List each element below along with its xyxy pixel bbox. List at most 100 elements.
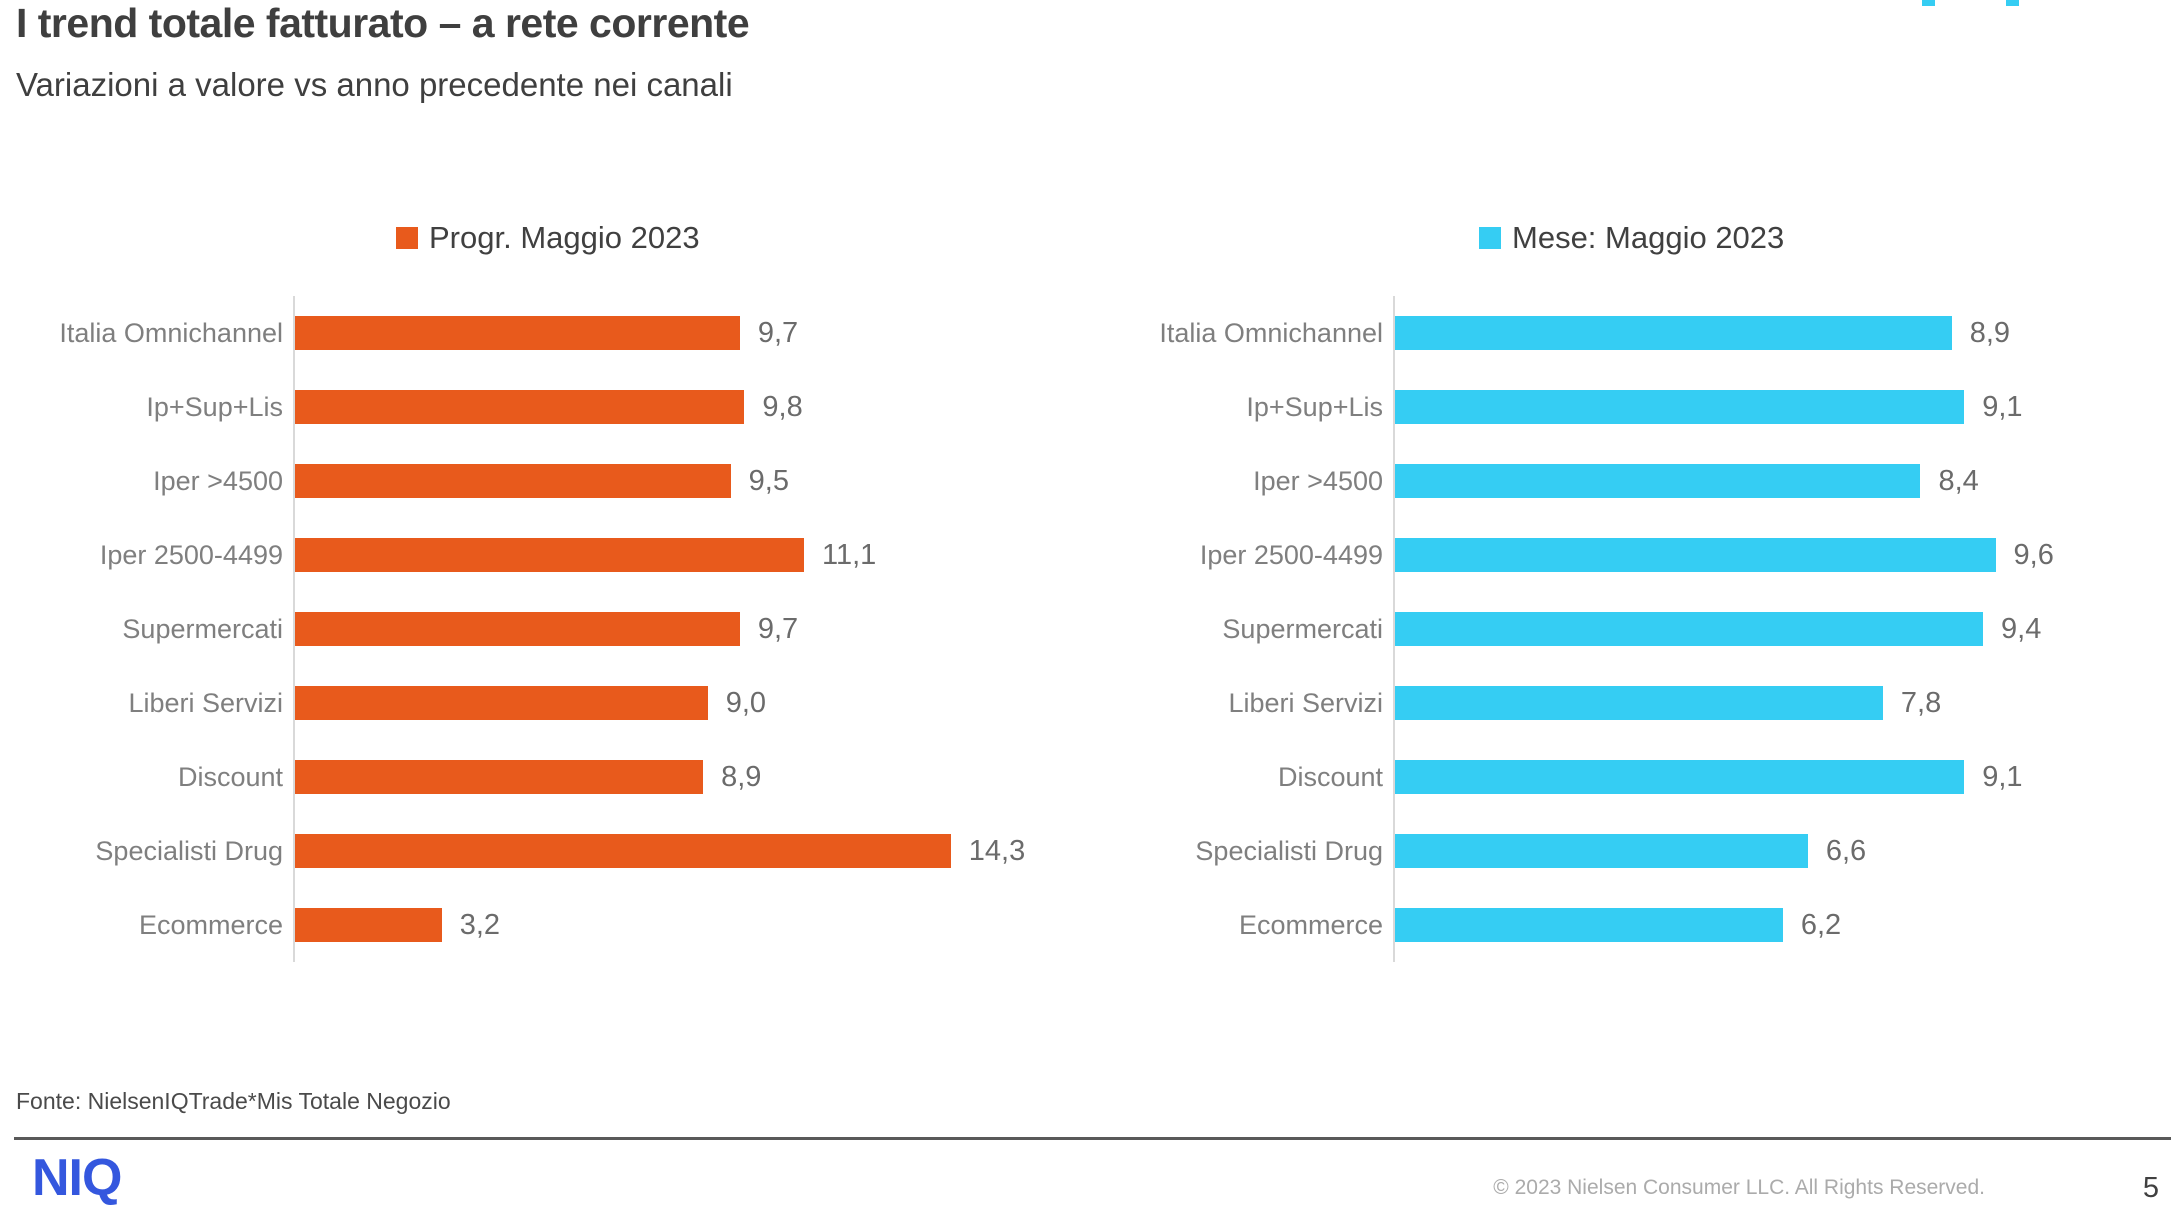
bar-cell: 11,1	[293, 518, 1070, 592]
bar	[295, 316, 740, 350]
category-label: Supermercati	[1222, 613, 1383, 644]
value-label: 7,8	[1900, 686, 1942, 719]
chart-row: Supermercati 9,7	[30, 592, 1070, 666]
chart-row: Specialisti Drug 14,3	[30, 814, 1070, 888]
chart-row: Iper 2500-4499 9,6	[1130, 518, 2105, 592]
category-label: Iper 2500-4499	[1199, 539, 1383, 570]
chart-row: Ecommerce 3,2	[30, 888, 1070, 962]
category-label: Italia Omnichannel	[1159, 317, 1383, 348]
chart-row: Liberi Servizi 9,0	[30, 666, 1070, 740]
bar	[1395, 464, 1921, 498]
bar-cell: 9,7	[293, 296, 1070, 370]
bar-cell: 8,9	[293, 740, 1070, 814]
chart-row: Iper 2500-4499 11,1	[30, 518, 1070, 592]
bar	[1395, 538, 1996, 572]
chart-row: Iper >4500 9,5	[30, 444, 1070, 518]
bar	[295, 538, 805, 572]
value-label: 8,4	[1938, 464, 1979, 497]
source-note: Fonte: NielsenIQTrade*Mis Totale Negozio	[16, 1088, 451, 1114]
legend-swatch-cyan-icon	[1479, 227, 1501, 249]
page-number: 5	[2142, 1172, 2159, 1204]
value-label: 9,1	[1982, 390, 2023, 423]
bar-chart-progr-maggio: Italia Omnichannel 9,7 Ip+Sup+Lis 9,8 Iper >…	[30, 296, 1070, 962]
value-label: 9,6	[2013, 538, 2054, 571]
category-label: Italia Omnichannel	[59, 317, 283, 348]
chart-row: Discount 8,9	[30, 740, 1070, 814]
chart-row: Ip+Sup+Lis 9,8	[30, 370, 1070, 444]
legend-label: Progr. Maggio 2023	[429, 220, 700, 255]
bar-cell: 9,1	[1393, 370, 2105, 444]
bar	[1395, 760, 1965, 794]
copyright-text: © 2023 Nielsen Consumer LLC. All Rights …	[1493, 1176, 1985, 1199]
chart-row: Ip+Sup+Lis 9,1	[1130, 370, 2105, 444]
value-label: 9,7	[757, 316, 799, 349]
value-label: 6,6	[1825, 834, 1867, 867]
category-label: Discount	[1277, 761, 1383, 792]
category-label: Discount	[177, 761, 283, 792]
chart-row: Italia Omnichannel 8,9	[1130, 296, 2105, 370]
category-label: Ecommerce	[1238, 909, 1383, 940]
footer-divider	[14, 1137, 2171, 1140]
clipped-header-fragment-icon	[2006, 0, 2019, 6]
legend-progr-maggio: Progr. Maggio 2023	[396, 220, 700, 256]
bar	[295, 612, 740, 646]
bar-cell: 8,9	[1393, 296, 2105, 370]
bar-cell: 9,6	[1393, 518, 2105, 592]
bar-cell: 9,4	[1393, 592, 2105, 666]
chart-row: Ecommerce 6,2	[1130, 888, 2105, 962]
category-label: Supermercati	[122, 613, 283, 644]
value-label: 6,2	[1800, 908, 1842, 941]
clipped-header-fragment-icon	[1922, 0, 1935, 6]
bar-cell: 9,0	[293, 666, 1070, 740]
bar	[1395, 908, 1783, 942]
bar-cell: 8,4	[1393, 444, 2105, 518]
chart-row: Iper >4500 8,4	[1130, 444, 2105, 518]
chart-row: Specialisti Drug 6,6	[1130, 814, 2105, 888]
bar	[295, 686, 708, 720]
bar	[1395, 834, 1808, 868]
chart-row: Discount 9,1	[1130, 740, 2105, 814]
bar	[1395, 390, 1965, 424]
category-label: Specialisti Drug	[1195, 835, 1383, 866]
category-label: Ip+Sup+Lis	[1246, 391, 1383, 422]
bar-cell: 14,3	[293, 814, 1070, 888]
value-label: 9,1	[1982, 760, 2023, 793]
legend-swatch-orange-icon	[396, 227, 418, 249]
chart-row: Liberi Servizi 7,8	[1130, 666, 2105, 740]
bar	[295, 760, 704, 794]
bar-cell: 6,2	[1393, 888, 2105, 962]
category-label: Liberi Servizi	[1228, 687, 1383, 718]
value-label: 9,5	[748, 464, 789, 497]
bar	[1395, 686, 1883, 720]
value-label: 9,0	[725, 686, 767, 719]
bar-cell: 3,2	[293, 888, 1070, 962]
bar	[1395, 612, 1984, 646]
value-label: 9,7	[757, 612, 799, 645]
legend-label: Mese: Maggio 2023	[1512, 220, 1785, 255]
page-title: I trend totale fatturato – a rete corren…	[16, 0, 750, 46]
bar-cell: 9,7	[293, 592, 1070, 666]
legend-mese-maggio: Mese: Maggio 2023	[1479, 220, 1784, 256]
value-label: 8,9	[721, 760, 762, 793]
value-label: 9,4	[2001, 612, 2042, 645]
niq-logo: NIQ	[32, 1149, 122, 1207]
bar	[295, 834, 951, 868]
category-label: Specialisti Drug	[95, 835, 283, 866]
value-label: 8,9	[1969, 316, 2011, 349]
value-label: 9,8	[762, 390, 803, 423]
value-label: 3,2	[459, 908, 501, 941]
bar	[1395, 316, 1952, 350]
category-label: Ecommerce	[138, 909, 283, 940]
chart-row: Italia Omnichannel 9,7	[30, 296, 1070, 370]
category-label: Iper 2500-4499	[99, 539, 283, 570]
bar	[295, 464, 731, 498]
value-label: 11,1	[822, 538, 877, 571]
category-label: Ip+Sup+Lis	[146, 391, 283, 422]
page-subtitle: Variazioni a valore vs anno precedente n…	[16, 66, 733, 103]
category-label: Iper >4500	[153, 465, 283, 496]
bar	[295, 390, 745, 424]
bar-cell: 7,8	[1393, 666, 2105, 740]
bar	[295, 908, 442, 942]
category-label: Liberi Servizi	[128, 687, 283, 718]
